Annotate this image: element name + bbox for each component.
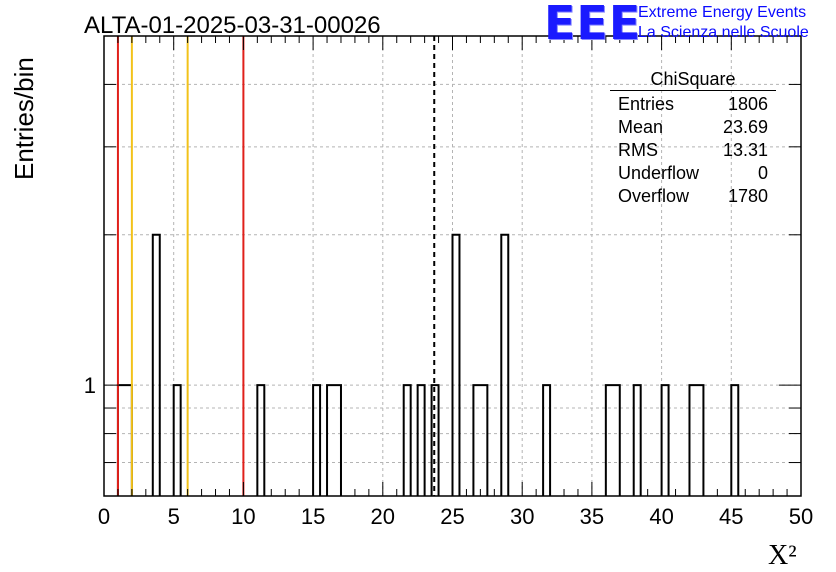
x-tick-label: 0: [98, 504, 110, 529]
histogram-bin: [116, 384, 133, 496]
logo-line-2: La Scienza nelle Scuole: [638, 24, 809, 41]
x-tick-label: 10: [231, 504, 255, 529]
histogram-bin: [416, 384, 426, 496]
x-axis-label: X²: [768, 540, 797, 571]
stats-title: ChiSquare: [650, 69, 736, 89]
histogram-bin: [604, 384, 621, 496]
histogram-bin: [472, 384, 489, 496]
histogram-bin: [688, 384, 705, 496]
x-tick-label: 5: [168, 504, 180, 529]
y-axis-label: Entries/bin: [9, 57, 39, 180]
histogram-bars: [116, 233, 740, 496]
stats-label: Entries: [618, 94, 675, 114]
stats-row-overflow: Overflow 1780: [610, 185, 776, 208]
stats-label: Mean: [618, 117, 664, 137]
stats-label: Overflow: [618, 186, 690, 206]
histogram-bin: [451, 233, 461, 496]
histogram-bin: [730, 384, 740, 496]
stats-label: RMS: [618, 140, 658, 160]
stats-row-underflow: Underflow 0: [610, 162, 776, 185]
histogram-bin: [430, 384, 440, 496]
logo-line-1: Extreme Energy Events: [638, 4, 807, 21]
stats-value: 23.69: [722, 117, 768, 137]
stats-row-rms: RMS 13.31: [610, 139, 776, 162]
reference-lines: [116, 36, 436, 496]
y-tick-label: 1: [84, 373, 96, 398]
stats-value: 1780: [727, 186, 768, 206]
histogram-bin: [500, 233, 510, 496]
stats-value: 1806: [727, 94, 768, 114]
stats-value: 13.31: [722, 140, 768, 160]
x-tick-label: 20: [371, 504, 395, 529]
chart-title: ALTA-01-2025-03-31-00026: [84, 12, 381, 39]
histogram-bin: [312, 384, 322, 496]
eee-logo: EEE: [544, 0, 642, 50]
x-tick-label: 45: [719, 504, 743, 529]
x-tick-label: 25: [440, 504, 464, 529]
histogram-bin: [402, 384, 412, 496]
stats-divider: [610, 90, 776, 91]
stats-label: Underflow: [618, 163, 700, 183]
stats-value: 0: [757, 163, 768, 183]
x-tick-label: 15: [301, 504, 325, 529]
stats-row-entries: Entries 1806: [610, 93, 776, 116]
x-tick-label: 50: [789, 504, 813, 529]
histogram-bin: [151, 233, 161, 496]
x-tick-label: 35: [580, 504, 604, 529]
x-tick-label: 40: [649, 504, 673, 529]
x-tick-label: 30: [510, 504, 534, 529]
histogram-bin: [256, 384, 266, 496]
histogram-bin: [542, 384, 552, 496]
stats-row-mean: Mean 23.69: [610, 116, 776, 139]
histogram-bin: [172, 384, 182, 496]
histogram-bin: [660, 384, 670, 496]
axes: 0 5 10 15 20 25 30 35 40 45 50 1: [84, 35, 813, 529]
histogram-bin: [632, 384, 642, 496]
stats-box: ChiSquare Entries 1806 Mean 23.69 RMS 13…: [610, 68, 776, 208]
histogram-bin: [326, 384, 342, 496]
